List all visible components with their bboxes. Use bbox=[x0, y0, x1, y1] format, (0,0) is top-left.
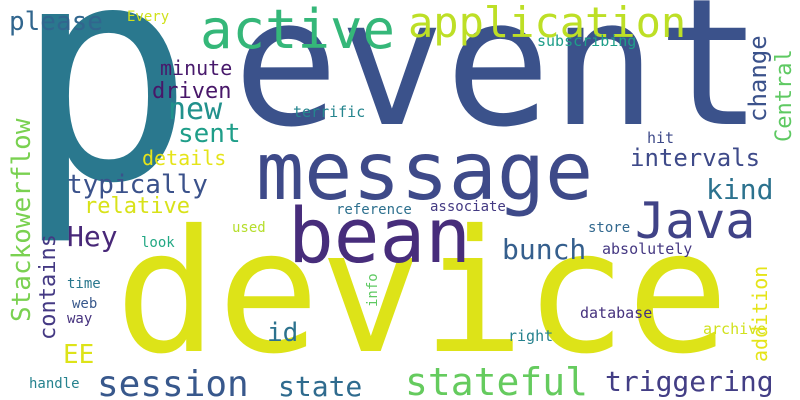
word-driven: driven bbox=[152, 79, 232, 104]
word-associate: associate bbox=[430, 199, 506, 215]
word-store: store bbox=[588, 220, 631, 236]
word-addition: addition bbox=[748, 265, 772, 362]
word-archive: archive bbox=[703, 320, 767, 338]
word-sent: sent bbox=[178, 119, 241, 149]
word-way: way bbox=[67, 311, 93, 327]
word-right: right bbox=[508, 327, 554, 345]
word-triggering: triggering bbox=[605, 365, 774, 398]
word-reference: reference bbox=[336, 202, 412, 218]
word-bunch: bunch bbox=[502, 233, 587, 266]
word-kind: kind bbox=[706, 173, 774, 206]
word-id: id bbox=[267, 318, 299, 348]
word-change: change bbox=[744, 35, 772, 122]
word-time: time bbox=[67, 276, 101, 292]
word-message: message bbox=[256, 125, 594, 218]
word-event: event bbox=[233, 0, 763, 166]
word-state: state bbox=[278, 370, 363, 400]
word-p: p bbox=[14, 0, 195, 249]
word-bean: bean bbox=[288, 191, 472, 280]
word-please: please bbox=[9, 7, 103, 37]
word-terrific: terrific bbox=[293, 103, 366, 121]
word-database: database bbox=[580, 304, 653, 322]
word-java: Java bbox=[635, 192, 756, 250]
word-used: used bbox=[232, 220, 266, 236]
word-central: Central bbox=[772, 49, 797, 142]
word-stackowerflow: Stackowerflow bbox=[7, 118, 37, 323]
word-subscribing: subscribing bbox=[537, 32, 637, 50]
word-stateful: stateful bbox=[405, 360, 589, 400]
word-intervals: intervals bbox=[630, 144, 761, 172]
word-details: details bbox=[142, 146, 227, 170]
word-session: session bbox=[97, 364, 249, 400]
word-web: web bbox=[72, 296, 98, 312]
word-info: info bbox=[365, 273, 381, 307]
word-hey: Hey bbox=[67, 220, 118, 253]
word-typically: relative bbox=[84, 194, 190, 219]
word-application: application bbox=[408, 0, 687, 47]
word-ee: EE bbox=[63, 340, 95, 370]
word-handle: handle bbox=[29, 376, 80, 392]
word-device: device bbox=[115, 194, 730, 392]
word-every: Every bbox=[127, 9, 170, 25]
word-relative: typically bbox=[67, 170, 208, 200]
word-contains: contains bbox=[36, 234, 61, 340]
word-absolutely: absolutely bbox=[602, 240, 693, 258]
word-minute: minute bbox=[160, 56, 233, 80]
word-new: new bbox=[168, 92, 223, 127]
word-hit: hit bbox=[647, 129, 675, 147]
word-look: look bbox=[141, 235, 175, 251]
word-active: active bbox=[200, 0, 396, 61]
